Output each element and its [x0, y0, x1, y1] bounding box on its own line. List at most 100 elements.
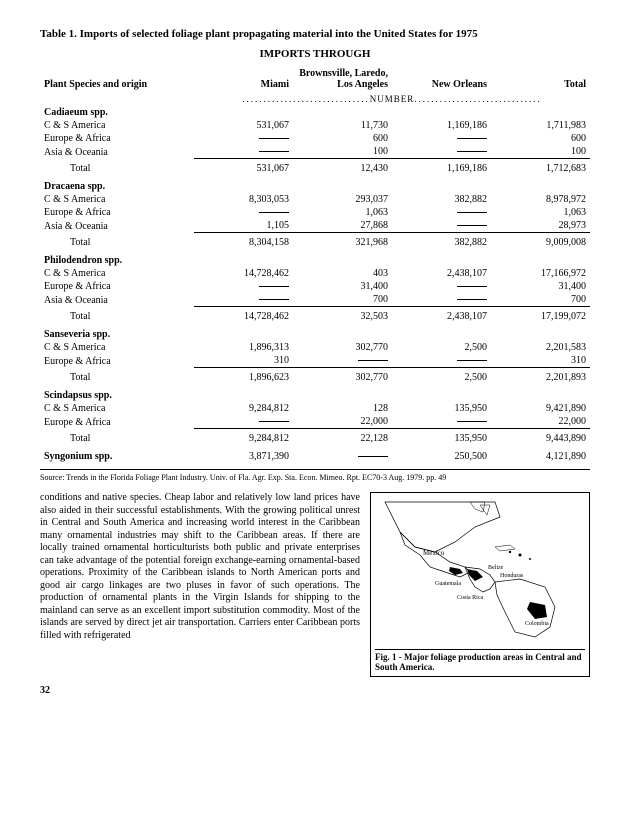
origin-label: Europe & Africa [40, 206, 194, 219]
table-cell: 9,421,890 [491, 402, 590, 415]
total-cell: 9,443,890 [491, 429, 590, 451]
table-cell [293, 354, 392, 368]
table-row: Europe & Africa310310 [40, 354, 590, 368]
table-cell: 600 [293, 132, 392, 145]
total-cell: 321,968 [293, 233, 392, 255]
origin-label: C & S America [40, 341, 194, 354]
total-cell: 1,896,623 [194, 368, 293, 390]
col-neworleans: New Orleans [392, 66, 491, 92]
source-note: Source: Trends in the Florida Foliage Pl… [40, 469, 590, 482]
total-cell: 17,199,072 [491, 307, 590, 329]
total-cell: 22,128 [293, 429, 392, 451]
species-heading: Sanseveria spp. [40, 328, 194, 341]
col-blla: Brownsville, Laredo, Los Angeles [293, 66, 392, 92]
map-caption: Fig. 1 - Major foliage production areas … [375, 649, 585, 672]
total-row: Total9,284,81222,128135,9509,443,890 [40, 429, 590, 451]
total-cell: 302,770 [293, 368, 392, 390]
table-cell: 700 [491, 293, 590, 307]
total-cell: 531,067 [194, 159, 293, 181]
table-cell: 17,166,972 [491, 267, 590, 280]
table-cell: 302,770 [293, 341, 392, 354]
table-cell: 135,950 [392, 402, 491, 415]
total-cell: 2,500 [392, 368, 491, 390]
table-cell [194, 293, 293, 307]
species-heading: Cadiaeum spp. [40, 106, 194, 119]
table-row: C & S America531,06711,7301,169,1861,711… [40, 119, 590, 132]
table-cell: 1,169,186 [392, 119, 491, 132]
total-row: Total531,06712,4301,169,1861,712,683 [40, 159, 590, 181]
table-cell: 31,400 [491, 280, 590, 293]
table-cell: 310 [194, 354, 293, 368]
table-cell [194, 415, 293, 429]
table-cell: 8,303,053 [194, 193, 293, 206]
table-row: C & S America9,284,812128135,9509,421,89… [40, 402, 590, 415]
total-label: Total [40, 159, 194, 181]
table-row: Europe & Africa1,0631,063 [40, 206, 590, 219]
table-cell: 1,711,983 [491, 119, 590, 132]
body-text: conditions and native species. Cheap lab… [40, 492, 360, 642]
origin-label: Europe & Africa [40, 415, 194, 429]
origin-label: C & S America [40, 119, 194, 132]
table-cell: 1,063 [491, 206, 590, 219]
table-cell: 11,730 [293, 119, 392, 132]
table-cell: 100 [293, 145, 392, 159]
col-total: Total [491, 66, 590, 92]
origin-label: C & S America [40, 267, 194, 280]
table-row: Asia & Oceania1,10527,86828,973 [40, 219, 590, 233]
origin-label: Asia & Oceania [40, 293, 194, 307]
table-cell: 27,868 [293, 219, 392, 233]
table-cell [194, 132, 293, 145]
table-cell: 403 [293, 267, 392, 280]
number-label: ..............................NUMBER....… [194, 92, 590, 106]
table-cell: 2,201,583 [491, 341, 590, 354]
table-cell [194, 280, 293, 293]
total-cell: 12,430 [293, 159, 392, 181]
table-row: Europe & Africa 31,400 31,400 [40, 280, 590, 293]
origin-label: C & S America [40, 402, 194, 415]
table-cell [194, 206, 293, 219]
table-cell: 600 [491, 132, 590, 145]
origin-label: C & S America [40, 193, 194, 206]
table-cell: 382,882 [392, 193, 491, 206]
table-row: C & S America1,896,313302,7702,5002,201,… [40, 341, 590, 354]
table-cell [293, 450, 392, 463]
table-row: Asia & Oceania 700 700 [40, 293, 590, 307]
total-cell: 9,009,008 [491, 233, 590, 255]
species-heading: Syngonium spp. [40, 450, 194, 463]
total-row: Total14,728,46232,5032,438,10717,199,072 [40, 307, 590, 329]
table-cell: 2,438,107 [392, 267, 491, 280]
map-label-colombia: Colombia [525, 621, 549, 627]
map-label-belize: Belize [488, 565, 504, 571]
table-cell: 700 [293, 293, 392, 307]
table-cell: 293,037 [293, 193, 392, 206]
table-cell: 250,500 [392, 450, 491, 463]
table-cell: 31,400 [293, 280, 392, 293]
table-cell [392, 354, 491, 368]
total-label: Total [40, 307, 194, 329]
table-cell [392, 206, 491, 219]
total-label: Total [40, 233, 194, 255]
col-miami: Miami [194, 66, 293, 92]
total-cell: 1,169,186 [392, 159, 491, 181]
species-heading: Dracaena spp. [40, 180, 194, 193]
origin-label: Europe & Africa [40, 280, 194, 293]
origin-label: Asia & Oceania [40, 145, 194, 159]
table-cell: 1,896,313 [194, 341, 293, 354]
map-label-honduras: Honduras [500, 573, 524, 579]
total-cell: 8,304,158 [194, 233, 293, 255]
total-cell: 2,438,107 [392, 307, 491, 329]
table-cell [392, 219, 491, 233]
table-row: Europe & Africa22,00022,000 [40, 415, 590, 429]
page-number: 32 [40, 685, 590, 696]
total-label: Total [40, 429, 194, 451]
table-row: Europe & Africa600600 [40, 132, 590, 145]
table-cell: 9,284,812 [194, 402, 293, 415]
imports-heading: IMPORTS THROUGH [40, 48, 590, 60]
table-title: Table 1. Imports of selected foliage pla… [40, 28, 590, 40]
species-heading: Philodendron spp. [40, 254, 194, 267]
table-cell [392, 280, 491, 293]
total-cell: 9,284,812 [194, 429, 293, 451]
table-cell: 128 [293, 402, 392, 415]
table-cell: 4,121,890 [491, 450, 590, 463]
total-row: Total1,896,623302,7702,5002,201,893 [40, 368, 590, 390]
